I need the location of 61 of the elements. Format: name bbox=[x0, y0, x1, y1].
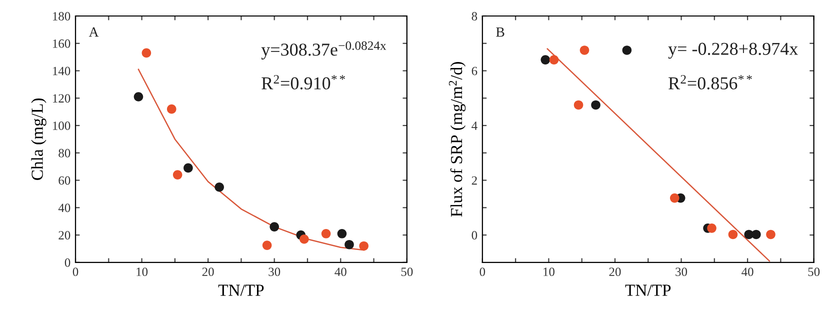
y-tick-label: 4 bbox=[472, 122, 478, 130]
y-tick-label: 0 bbox=[472, 231, 478, 240]
point bbox=[214, 182, 224, 192]
annotation: y=308.37e$^{−0.0824x}$ bbox=[261, 41, 386, 60]
point bbox=[262, 240, 272, 250]
x-tick-label: 30 bbox=[676, 268, 688, 276]
point bbox=[344, 240, 354, 250]
x-tick-label: 0 bbox=[480, 268, 486, 276]
point bbox=[728, 230, 738, 240]
x-axis-title: TN/TP bbox=[625, 284, 671, 296]
point bbox=[540, 55, 550, 64]
annotation: R$^{2}$=0.856$^{**}$ bbox=[668, 75, 752, 90]
x-tick-label: 20 bbox=[609, 268, 621, 276]
x-tick-label: 30 bbox=[268, 268, 280, 276]
point bbox=[670, 193, 680, 203]
x-tick-label: 40 bbox=[334, 268, 346, 276]
point bbox=[134, 92, 144, 102]
y-tick-label: 20 bbox=[58, 231, 70, 240]
point bbox=[184, 163, 193, 173]
point bbox=[270, 222, 280, 232]
y-tick-label: 80 bbox=[58, 148, 70, 158]
y-tick-label: 40 bbox=[58, 204, 70, 212]
y-tick-label: 2 bbox=[472, 176, 477, 185]
point bbox=[622, 46, 632, 55]
point bbox=[172, 170, 182, 180]
x-axis-title: TN/TP bbox=[218, 284, 264, 296]
x-tick-label: 0 bbox=[72, 268, 78, 276]
y-axis-title: Chla (mg/L) bbox=[31, 98, 46, 180]
point bbox=[591, 100, 600, 110]
annotation: B bbox=[496, 27, 504, 37]
y-tick-label: 60 bbox=[58, 176, 70, 185]
point bbox=[549, 55, 559, 64]
y-axis-title: Flux of SRP (mg/m$^{2}$/d) bbox=[448, 62, 466, 217]
annotation: A bbox=[88, 27, 99, 37]
point bbox=[337, 228, 347, 238]
y-tick-label: 160 bbox=[53, 39, 70, 48]
point bbox=[142, 48, 152, 58]
point bbox=[766, 230, 776, 240]
point bbox=[321, 228, 331, 238]
y-tick-label: 6 bbox=[472, 66, 478, 76]
y-tick-label: 8 bbox=[472, 12, 478, 20]
point bbox=[300, 234, 309, 244]
annotation: R$^{2}$=0.910$^{**}$ bbox=[262, 75, 345, 90]
x-tick-label: 10 bbox=[136, 268, 148, 276]
point bbox=[359, 241, 368, 251]
y-tick-label: 180 bbox=[53, 12, 70, 20]
x-tick-label: 40 bbox=[742, 268, 754, 276]
y-tick-label: 120 bbox=[53, 94, 70, 103]
x-tick-label: 20 bbox=[202, 268, 214, 276]
point bbox=[574, 100, 584, 110]
point bbox=[166, 104, 176, 114]
y-tick-label: 0 bbox=[64, 258, 70, 267]
annotation: y= -0.228+8.974x bbox=[668, 42, 798, 59]
x-tick-label: 50 bbox=[808, 268, 820, 276]
point bbox=[752, 230, 761, 240]
x-tick-label: 10 bbox=[544, 268, 554, 276]
y-tick-label: 100 bbox=[53, 122, 70, 130]
y-tick-label: 140 bbox=[53, 66, 70, 76]
point bbox=[580, 46, 590, 55]
x-tick-label: 50 bbox=[401, 268, 413, 276]
point bbox=[707, 224, 716, 233]
